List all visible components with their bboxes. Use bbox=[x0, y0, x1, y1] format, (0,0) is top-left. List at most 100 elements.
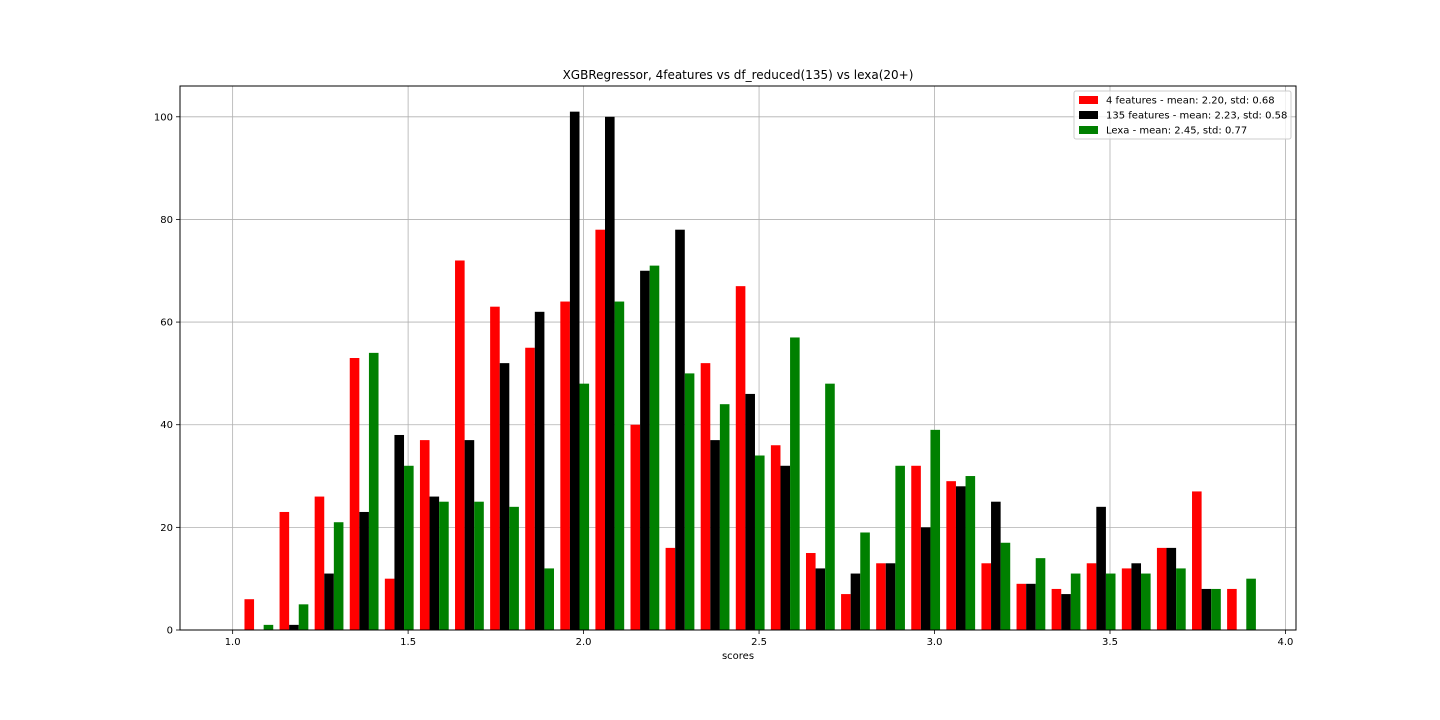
bar bbox=[1070, 573, 1081, 630]
series-0-bars bbox=[244, 229, 1237, 630]
axis-ticks: 1.0 1.5 2.0 2.5 3.0 3.5 4.0 0 20 40 60 80 100 bbox=[154, 112, 1294, 648]
bar bbox=[630, 424, 641, 630]
bar bbox=[675, 229, 685, 630]
bar bbox=[419, 440, 430, 630]
legend-swatch bbox=[1079, 126, 1098, 134]
bar bbox=[569, 111, 580, 630]
bar bbox=[684, 373, 695, 630]
y-tick-label: 40 bbox=[160, 420, 173, 431]
bar bbox=[700, 363, 711, 630]
bar bbox=[579, 383, 590, 630]
bar bbox=[640, 270, 650, 630]
bar bbox=[754, 455, 765, 630]
bar bbox=[1016, 583, 1027, 630]
bar bbox=[815, 568, 826, 630]
bar bbox=[1061, 594, 1071, 630]
bar bbox=[805, 553, 816, 630]
bar bbox=[1051, 588, 1062, 630]
bar bbox=[394, 434, 405, 630]
bar bbox=[649, 265, 660, 630]
legend-box bbox=[1073, 90, 1292, 140]
x-tick-label: 1.5 bbox=[400, 637, 416, 648]
legend-label: Lexa - mean: 2.45, std: 0.77 bbox=[1106, 126, 1247, 137]
bar bbox=[710, 440, 720, 630]
bar bbox=[614, 301, 625, 630]
bar bbox=[770, 445, 781, 630]
bar bbox=[349, 358, 360, 630]
y-tick-label: 100 bbox=[154, 112, 173, 123]
bar bbox=[825, 383, 835, 630]
bar bbox=[404, 465, 414, 630]
bar bbox=[955, 486, 966, 630]
bar bbox=[780, 465, 791, 630]
bar bbox=[368, 352, 379, 630]
bar bbox=[595, 229, 606, 630]
bar bbox=[1000, 542, 1011, 630]
bar bbox=[1096, 506, 1106, 630]
bar bbox=[665, 547, 676, 630]
bar bbox=[439, 501, 449, 630]
bar bbox=[981, 563, 992, 630]
bar bbox=[1201, 588, 1212, 630]
bar bbox=[1035, 558, 1046, 630]
bar bbox=[1086, 563, 1097, 630]
bar bbox=[384, 578, 395, 630]
legend-swatch bbox=[1079, 111, 1098, 119]
x-tick-label: 3.5 bbox=[1102, 637, 1118, 648]
bar bbox=[911, 465, 921, 630]
bar bbox=[885, 563, 896, 630]
bar bbox=[860, 532, 870, 630]
bar bbox=[1192, 491, 1202, 630]
bar bbox=[841, 594, 851, 630]
bar bbox=[920, 527, 931, 630]
bar bbox=[544, 568, 555, 630]
bar bbox=[279, 511, 290, 630]
bars bbox=[244, 111, 1256, 630]
x-axis-title: scores bbox=[722, 651, 754, 662]
bar bbox=[876, 563, 886, 630]
bar bbox=[719, 404, 730, 630]
bar bbox=[314, 496, 325, 630]
bar bbox=[745, 393, 755, 630]
bar bbox=[790, 337, 800, 630]
y-tick-label: 80 bbox=[160, 215, 173, 226]
x-tick-label: 1.0 bbox=[225, 637, 241, 648]
bar bbox=[895, 465, 905, 630]
bar bbox=[850, 573, 861, 630]
bar bbox=[289, 624, 299, 630]
x-tick-label: 4.0 bbox=[1278, 637, 1294, 648]
y-tick-label: 60 bbox=[160, 318, 173, 329]
bar bbox=[263, 624, 274, 630]
x-tick-label: 2.0 bbox=[576, 637, 592, 648]
legend-label: 4 features - mean: 2.20, std: 0.68 bbox=[1106, 96, 1275, 107]
bar bbox=[333, 522, 344, 630]
bar bbox=[605, 116, 615, 630]
bar bbox=[499, 363, 510, 630]
bar bbox=[474, 501, 484, 630]
plot-frame bbox=[179, 85, 1297, 631]
bar bbox=[735, 286, 746, 630]
bar bbox=[455, 260, 465, 630]
series-1-bars bbox=[289, 111, 1212, 630]
bar bbox=[560, 301, 570, 630]
bar bbox=[965, 476, 976, 630]
bar bbox=[525, 347, 535, 630]
x-tick-label: 3.0 bbox=[927, 637, 943, 648]
bar bbox=[1131, 563, 1142, 630]
bar bbox=[1121, 568, 1132, 630]
bar bbox=[1176, 568, 1186, 630]
bar bbox=[1105, 573, 1116, 630]
bar bbox=[1211, 588, 1221, 630]
y-tick-label: 20 bbox=[160, 523, 173, 534]
bar bbox=[930, 429, 941, 630]
bar bbox=[1246, 578, 1256, 630]
bar bbox=[1156, 547, 1167, 630]
x-tick-label: 2.5 bbox=[751, 637, 767, 648]
legend: 4 features - mean: 2.20, std: 0.68 135 fe… bbox=[1073, 90, 1292, 140]
bar bbox=[991, 501, 1001, 630]
bar bbox=[509, 506, 519, 630]
bar bbox=[244, 599, 255, 630]
bar bbox=[490, 306, 500, 630]
y-tick-label: 0 bbox=[167, 626, 173, 637]
